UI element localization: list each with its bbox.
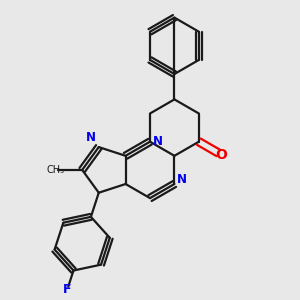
Text: F: F (63, 283, 72, 296)
Text: N: N (177, 173, 187, 186)
Text: N: N (153, 134, 163, 148)
Text: O: O (216, 148, 227, 162)
Text: N: N (86, 131, 96, 144)
Text: CH₃: CH₃ (46, 165, 64, 175)
